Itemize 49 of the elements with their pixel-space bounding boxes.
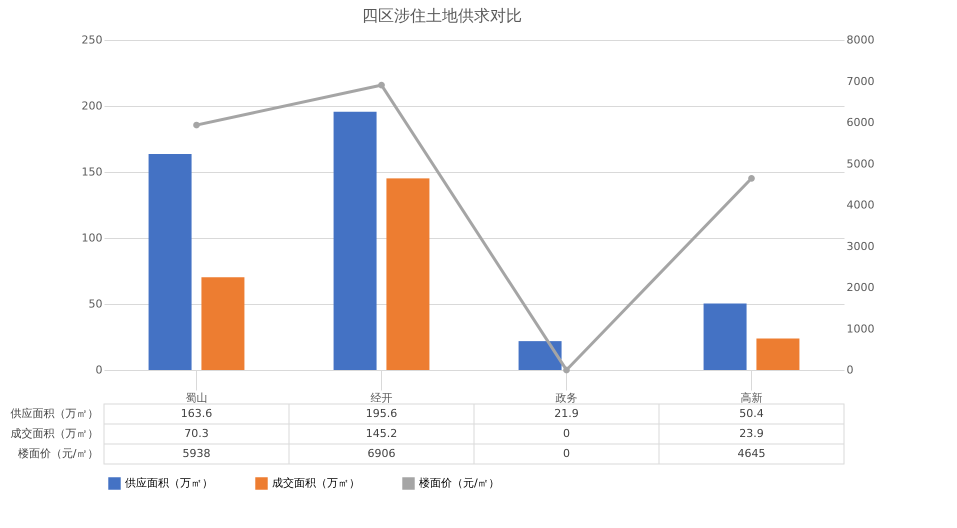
data-label: 5938 (182, 447, 210, 460)
data-label: 163.6 (180, 407, 212, 420)
bar (148, 154, 192, 370)
y-tick-label: 150 (82, 166, 102, 178)
point (748, 175, 755, 182)
data-label: 23.9 (739, 427, 764, 440)
legend-label: 楼面价（元/㎡） (419, 476, 500, 490)
legend-label: 供应面积（万㎡） (125, 476, 213, 490)
y-tick-label: 0 (96, 364, 102, 376)
point (563, 366, 570, 374)
data-label: 6906 (368, 447, 396, 460)
data-label: 4645 (738, 447, 766, 460)
data-label: 145.2 (366, 427, 398, 440)
y-tick-label: 50 (88, 298, 102, 310)
data-label: 0 (563, 447, 570, 460)
y2-tick-label: 4000 (846, 198, 874, 212)
data-label: 21.9 (554, 407, 579, 420)
bar (518, 341, 562, 370)
y2-tick-label: 2000 (846, 281, 874, 294)
data-label: 70.3 (184, 427, 209, 440)
y2-tick-label: 3000 (846, 240, 874, 253)
x-tick-label: 经开 (370, 392, 392, 404)
text: 供应面积（万㎡） (10, 407, 98, 420)
bar (756, 338, 800, 370)
y-tick-label: 200 (82, 100, 102, 112)
data-label: 195.6 (366, 407, 398, 420)
bar (386, 178, 430, 370)
bar (201, 277, 244, 370)
data-label: 50.4 (739, 407, 764, 420)
point (378, 82, 385, 88)
data-label: 0 (563, 427, 570, 440)
x-tick-label: 政务 (556, 392, 578, 404)
text: 成交面积（万㎡） (10, 427, 98, 440)
y2-tick-label: 1000 (846, 322, 874, 336)
point (193, 122, 200, 128)
y-tick-label: 250 (82, 34, 102, 46)
y-tick-label: 100 (82, 232, 102, 244)
y2-tick-label: 8000 (846, 34, 874, 46)
bar (704, 303, 747, 370)
chart-title: 四区涉住土地供求对比 (362, 6, 522, 25)
text: 楼面价（元/㎡） (18, 447, 98, 460)
legend-label: 成交面积（万㎡） (272, 476, 360, 490)
y2-tick-label: 0 (846, 364, 854, 376)
y2-tick-label: 6000 (846, 116, 874, 129)
y2-tick-label: 7000 (846, 74, 874, 88)
bar (334, 112, 377, 370)
x-tick-label: 蜀山 (186, 392, 208, 404)
x-tick-label: 高新 (740, 392, 762, 404)
y2-tick-label: 5000 (846, 157, 874, 170)
